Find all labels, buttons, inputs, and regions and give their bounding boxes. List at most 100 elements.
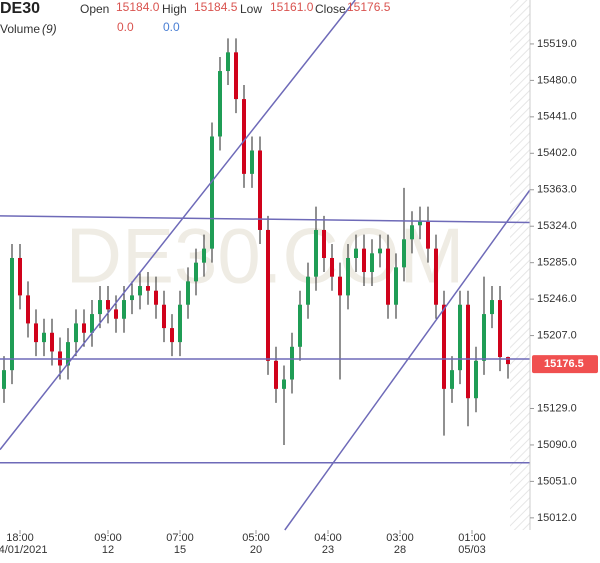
- y-tick-label: 15402.0: [537, 147, 577, 159]
- candle-body: [354, 248, 358, 258]
- candle-body: [114, 309, 118, 319]
- trend-line: [0, 0, 356, 451]
- candle-body: [250, 150, 254, 174]
- candle-body: [26, 295, 30, 324]
- close-label: Close: [315, 2, 346, 16]
- y-tick-label: 15441.0: [537, 111, 577, 123]
- y-tick-label: 15519.0: [537, 38, 577, 50]
- candle-body: [282, 379, 286, 389]
- candle-body: [362, 248, 366, 273]
- candle-body: [346, 257, 350, 296]
- candle-body: [378, 248, 382, 254]
- candle-body: [402, 239, 406, 268]
- candle-body: [458, 304, 462, 371]
- candle-body: [490, 300, 494, 315]
- last-price-box: [532, 355, 598, 374]
- candle-body: [290, 346, 294, 380]
- candle-body: [66, 342, 70, 366]
- last-price-label: 15176.5: [544, 358, 584, 370]
- x-tick-label: 01:00: [458, 532, 486, 544]
- x-tick-date: 04/01/2021: [0, 544, 48, 556]
- trend-line: [284, 189, 531, 531]
- low-label: Low: [240, 2, 262, 16]
- x-tick-label: 07:00: [166, 532, 194, 544]
- candle-body: [2, 370, 6, 389]
- candle-body: [202, 248, 206, 263]
- candle-body: [178, 304, 182, 343]
- candle-body: [394, 267, 398, 305]
- candle-body: [258, 150, 262, 230]
- close-value: 15176.5: [347, 0, 391, 14]
- plot-area: [0, 0, 530, 530]
- candle-body: [130, 295, 134, 301]
- candle-body: [474, 360, 478, 399]
- candle-body: [434, 248, 438, 305]
- y-tick-label: 15285.0: [537, 257, 577, 269]
- y-tick-label: 15207.0: [537, 329, 577, 341]
- candle-body: [442, 304, 446, 389]
- candle-body: [106, 300, 110, 310]
- x-tick-label: 04:00: [314, 532, 342, 544]
- x-tick-label: 18:00: [6, 532, 34, 544]
- volume-a: 0.0: [117, 20, 134, 34]
- future-area: [510, 0, 530, 530]
- candle-body: [370, 253, 374, 273]
- candle-body: [146, 286, 150, 291]
- candle-body: [34, 323, 38, 343]
- candle-body: [386, 248, 390, 305]
- candle-body: [154, 290, 158, 305]
- candle-body: [218, 71, 222, 137]
- candle-body: [210, 136, 214, 249]
- candle-body: [426, 220, 430, 249]
- candle-body: [234, 52, 238, 100]
- y-tick-label: 15012.0: [537, 512, 577, 524]
- high-label: High: [162, 2, 187, 16]
- volume-label: Volume: [0, 22, 40, 36]
- candle-body: [338, 276, 342, 296]
- y-tick-label: 15246.0: [537, 293, 577, 305]
- candle-body: [314, 229, 318, 277]
- candle-body: [450, 370, 454, 389]
- high-value: 15184.5: [194, 0, 238, 14]
- volume-b: 0.0: [163, 20, 180, 34]
- candle-body: [50, 332, 54, 352]
- candle-body: [90, 314, 94, 333]
- symbol: DE30: [0, 0, 40, 17]
- candle-body: [482, 314, 486, 361]
- candle-body: [162, 304, 166, 329]
- candle-body: [42, 332, 46, 343]
- x-tick-date: 05/03: [458, 544, 486, 556]
- candle-body: [122, 300, 126, 319]
- candle-body: [170, 328, 174, 343]
- y-tick-label: 15363.0: [537, 184, 577, 196]
- x-tick-date: 23: [322, 544, 334, 556]
- candle-body: [466, 304, 470, 399]
- candle-body: [306, 276, 310, 305]
- candle-body: [498, 300, 502, 358]
- x-tick-label: 03:00: [386, 532, 414, 544]
- candle-body: [138, 286, 142, 296]
- y-tick-label: 15051.0: [537, 475, 577, 487]
- y-tick-label: 15480.0: [537, 74, 577, 86]
- candle-body: [82, 323, 86, 333]
- y-tick-label: 15090.0: [537, 439, 577, 451]
- candle-body: [266, 229, 270, 361]
- candle-body: [226, 52, 230, 72]
- open-value: 15184.0: [116, 0, 160, 14]
- open-label: Open: [80, 2, 109, 16]
- candle-body: [330, 257, 334, 277]
- candle-body: [10, 257, 14, 371]
- candle-body: [18, 257, 22, 296]
- candle-body: [418, 220, 422, 226]
- x-tick-date: 20: [250, 544, 262, 556]
- x-tick-date: 28: [394, 544, 406, 556]
- x-tick-label: 09:00: [94, 532, 122, 544]
- candle-body: [410, 225, 414, 240]
- y-tick-label: 15324.0: [537, 220, 577, 232]
- low-value: 15161.0: [270, 0, 314, 14]
- y-tick-label: 15129.0: [537, 402, 577, 414]
- x-tick-label: 05:00: [242, 532, 270, 544]
- candle-body: [506, 357, 510, 365]
- candle-body: [74, 323, 78, 343]
- x-tick-date: 15: [174, 544, 186, 556]
